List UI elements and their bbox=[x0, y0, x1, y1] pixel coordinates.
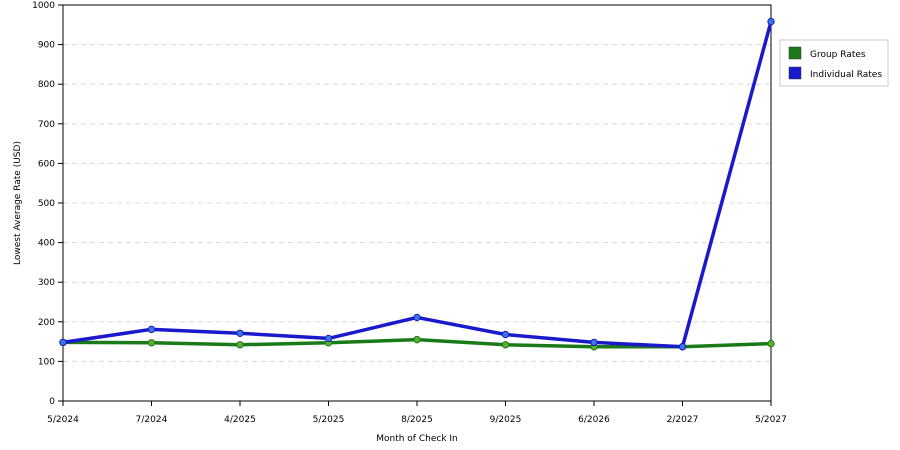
x-tick-label: 4/2025 bbox=[224, 415, 256, 425]
x-axis-title: Month of Check In bbox=[376, 434, 458, 444]
x-axis-ticks: 5/2024 7/2024 4/2025 5/2025 8/2025 9/2025 6/20… bbox=[47, 401, 787, 425]
legend-label: Individual Rates bbox=[810, 70, 882, 80]
x-tick-label: 5/2024 bbox=[47, 415, 79, 425]
y-tick-label: 900 bbox=[38, 41, 55, 51]
x-tick-label: 5/2027 bbox=[755, 415, 787, 425]
gridlines bbox=[63, 44, 771, 362]
y-tick-label: 1000 bbox=[32, 1, 55, 11]
data-point bbox=[236, 329, 244, 337]
data-point bbox=[678, 343, 687, 351]
y-tick-label: 600 bbox=[38, 159, 55, 169]
x-tick-label: 6/2026 bbox=[578, 415, 610, 425]
data-point bbox=[236, 341, 244, 349]
x-tick-label: 5/2025 bbox=[313, 415, 345, 425]
data-point bbox=[413, 313, 421, 322]
series-lines bbox=[59, 17, 775, 351]
legend: Group Rates Individual Rates bbox=[779, 39, 889, 87]
y-tick-label: 200 bbox=[38, 318, 55, 328]
data-point bbox=[147, 325, 156, 334]
y-tick-label: 100 bbox=[38, 357, 55, 367]
data-point bbox=[413, 335, 421, 344]
data-point bbox=[590, 338, 598, 347]
data-point bbox=[147, 339, 156, 347]
x-tick-label: 7/2024 bbox=[136, 415, 168, 425]
data-point bbox=[767, 339, 775, 348]
series-individual-rates bbox=[59, 17, 775, 351]
data-point bbox=[767, 17, 775, 26]
y-tick-label: 300 bbox=[38, 278, 55, 288]
y-tick-label: 800 bbox=[38, 80, 55, 90]
y-tick-label: 400 bbox=[38, 239, 55, 249]
y-tick-label: 500 bbox=[38, 199, 55, 209]
y-axis-title: Lowest Average Rate (USD) bbox=[13, 141, 23, 265]
x-tick-label: 9/2025 bbox=[490, 415, 522, 425]
legend-swatch bbox=[788, 66, 802, 80]
x-tick-label: 8/2025 bbox=[401, 415, 433, 425]
x-tick-label: 2/2027 bbox=[667, 415, 699, 425]
y-axis-ticks: 0 100 200 300 400 500 600 700 800 900 1000 bbox=[32, 1, 63, 407]
y-tick-label: 0 bbox=[49, 397, 55, 407]
data-point bbox=[59, 338, 67, 347]
data-point bbox=[324, 334, 333, 343]
data-point bbox=[501, 341, 510, 349]
data-point bbox=[501, 330, 510, 339]
y-tick-label: 700 bbox=[38, 120, 55, 130]
legend-label: Group Rates bbox=[810, 50, 866, 60]
legend-swatch bbox=[788, 46, 802, 60]
